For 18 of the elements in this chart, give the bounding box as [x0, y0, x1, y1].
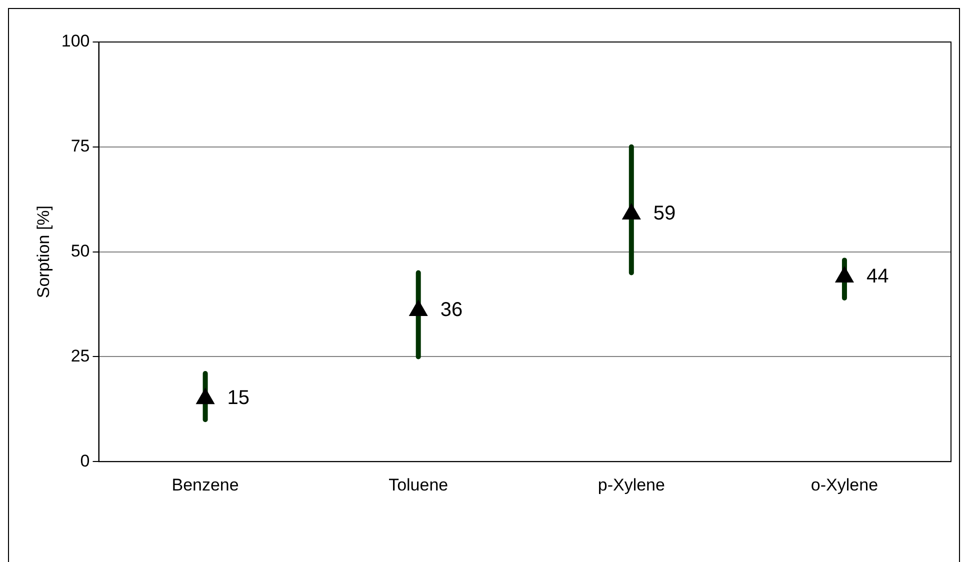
data-label: 44	[866, 265, 889, 288]
y-tick-label: 75	[70, 136, 90, 156]
x-tick-label: Toluene	[388, 475, 448, 494]
y-axis-title: Sorption [%]	[34, 205, 53, 298]
data-label: 59	[653, 202, 676, 225]
point	[622, 204, 641, 220]
y-tick-label: 100	[61, 32, 90, 51]
data-label: 36	[440, 299, 463, 322]
point	[196, 388, 214, 404]
x-tick-label: p-Xylene	[598, 475, 665, 494]
y-tick-label: 50	[70, 241, 90, 260]
point	[409, 300, 428, 316]
y-tick-label: 25	[70, 346, 90, 366]
x-tick-label: Benzene	[172, 475, 239, 494]
data-label: 15	[227, 387, 250, 410]
point	[835, 266, 854, 282]
y-tick-label: 0	[80, 451, 90, 470]
x-tick-label: o-Xylene	[810, 475, 878, 494]
